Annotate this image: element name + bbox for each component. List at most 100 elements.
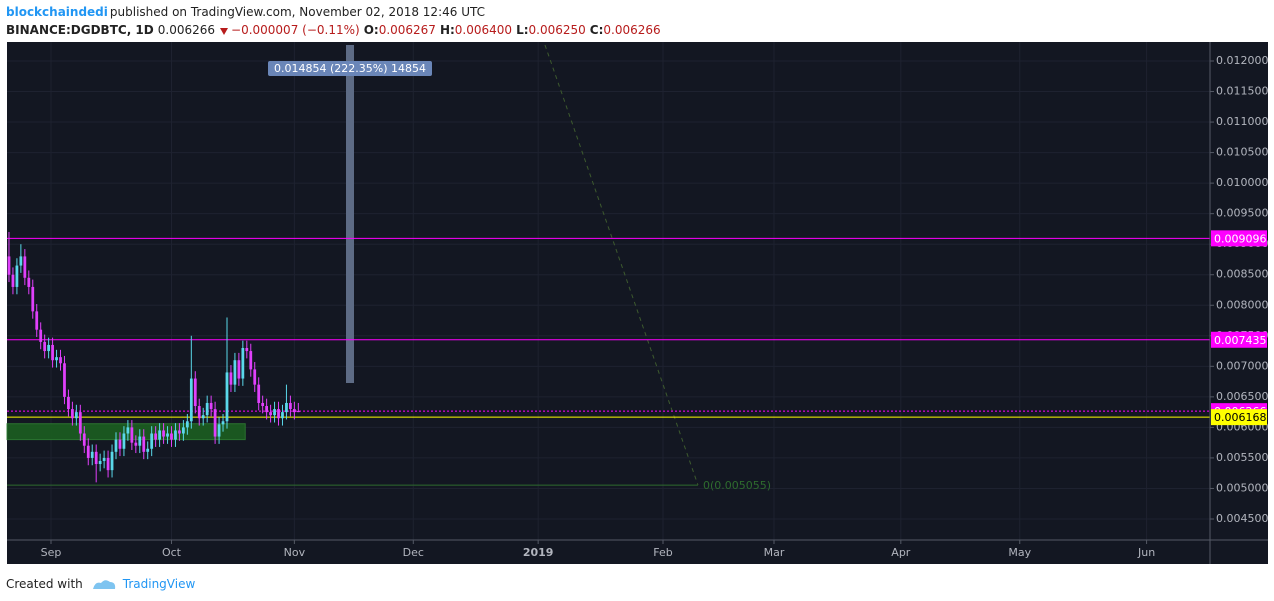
candle-body (78, 412, 82, 434)
footer: Created with TradingView (0, 566, 1274, 601)
candle-body (241, 348, 245, 379)
candle-body (86, 445, 90, 458)
marks: 0(0.005055) 0.014854 (222.35%) 14854 (6, 44, 1210, 492)
candle-body (43, 341, 47, 352)
candle-body (19, 256, 23, 266)
candle-body (257, 384, 261, 403)
level-label-bg (1211, 409, 1267, 426)
level-label: 0.009096 (1214, 232, 1267, 245)
candle-body (82, 433, 86, 446)
level-label-bg (1211, 230, 1267, 247)
h-label: H: (439, 23, 455, 37)
candle-body (130, 427, 134, 443)
candle-body (209, 402, 213, 410)
candle-body (221, 421, 225, 425)
level-label: 0.006168 (1214, 411, 1267, 424)
candle-body (138, 436, 142, 446)
candle-body (170, 433, 173, 440)
candle-body (296, 411, 300, 413)
candle-body (178, 430, 181, 434)
candle-body (237, 360, 241, 379)
candle-body (51, 344, 54, 361)
x-tick-label: May (1008, 546, 1031, 559)
candle-body (67, 396, 70, 410)
candle-body (71, 409, 74, 419)
last: 0.006266 (157, 23, 216, 37)
measure-label: 0.014854 (222.35%) 14854 (274, 62, 426, 75)
candle-body (281, 412, 284, 419)
candle-body (292, 409, 296, 413)
candle-body (47, 344, 51, 352)
y-tick-label: 0.008000 (1216, 298, 1269, 311)
candle-body (229, 372, 233, 385)
y-tick-label: 0.006500 (1216, 390, 1269, 403)
candle-body (277, 409, 280, 419)
candle-body (122, 433, 126, 449)
candle-body (154, 433, 158, 440)
candle-body (261, 402, 265, 407)
candle-body (63, 363, 66, 397)
candle-body (106, 457, 110, 471)
measure-bar (346, 45, 354, 383)
chart: 0(0.005055) 0.014854 (222.35%) 14854 0.00… (6, 42, 1269, 564)
chart-background (7, 42, 1268, 564)
candle-body (233, 360, 237, 385)
symbol: BINANCE:DGDBTC, 1D (6, 23, 154, 37)
y-tick-label: 0.008500 (1216, 268, 1269, 281)
close: 0.006266 (603, 23, 661, 37)
candle-body (31, 286, 35, 312)
candle-body (225, 372, 229, 422)
candle-body (201, 415, 205, 419)
candle-body (245, 348, 249, 352)
o-label: O: (363, 23, 379, 37)
candle-body (185, 421, 189, 428)
y-tick-label: 0.005500 (1216, 451, 1269, 464)
candle-body (15, 265, 19, 287)
candle-body (142, 436, 146, 452)
down-arrow (220, 27, 229, 35)
candle-body (273, 409, 276, 416)
brand[interactable]: TradingView (122, 576, 196, 591)
high: 0.006400 (454, 23, 513, 37)
x-tick-label: Nov (284, 546, 306, 559)
candle-body (174, 430, 177, 440)
candle-body (39, 329, 43, 342)
candle-body (102, 457, 106, 461)
candle-body (55, 357, 58, 361)
candle-body (269, 412, 272, 416)
y-tick-label: 0.004500 (1216, 512, 1269, 525)
low: 0.006250 (528, 23, 586, 37)
y-tick-label: 0.010500 (1216, 146, 1269, 159)
candle-body (217, 424, 221, 437)
candle-body (181, 427, 185, 434)
candle-body (189, 378, 193, 422)
y-tick-label: 0.007000 (1216, 359, 1269, 372)
candle-body (23, 256, 27, 278)
measure-label-bg (268, 61, 432, 76)
candle-body (249, 351, 253, 370)
author[interactable]: blockchaindedi (6, 5, 108, 19)
x-tick-label: Oct (162, 546, 182, 559)
candle-body (35, 311, 39, 330)
x-tick-label: Sep (41, 546, 62, 559)
open: 0.006267 (378, 23, 436, 37)
candle-body (158, 430, 161, 440)
tv-logo (92, 579, 115, 589)
grid (7, 42, 1210, 540)
candle-body (118, 439, 122, 449)
candle-body (126, 427, 130, 434)
candle-body (265, 406, 269, 413)
candle-body (7, 256, 11, 275)
x-tick-label: Feb (653, 546, 672, 559)
candle-body (150, 433, 154, 449)
candle-body (205, 402, 209, 416)
y-tick-label: 0.005000 (1216, 481, 1269, 494)
candle-body (98, 460, 102, 465)
candle-body (114, 439, 118, 452)
header: blockchaindedi published on TradingView.c… (0, 0, 1274, 42)
publish-row: blockchaindedi published on TradingView.c… (6, 3, 1268, 21)
y-tick-label: 0.012000 (1216, 54, 1269, 67)
x-tick-label: Jun (1137, 546, 1155, 559)
change: −0.000007 (−0.11%) (231, 23, 360, 37)
